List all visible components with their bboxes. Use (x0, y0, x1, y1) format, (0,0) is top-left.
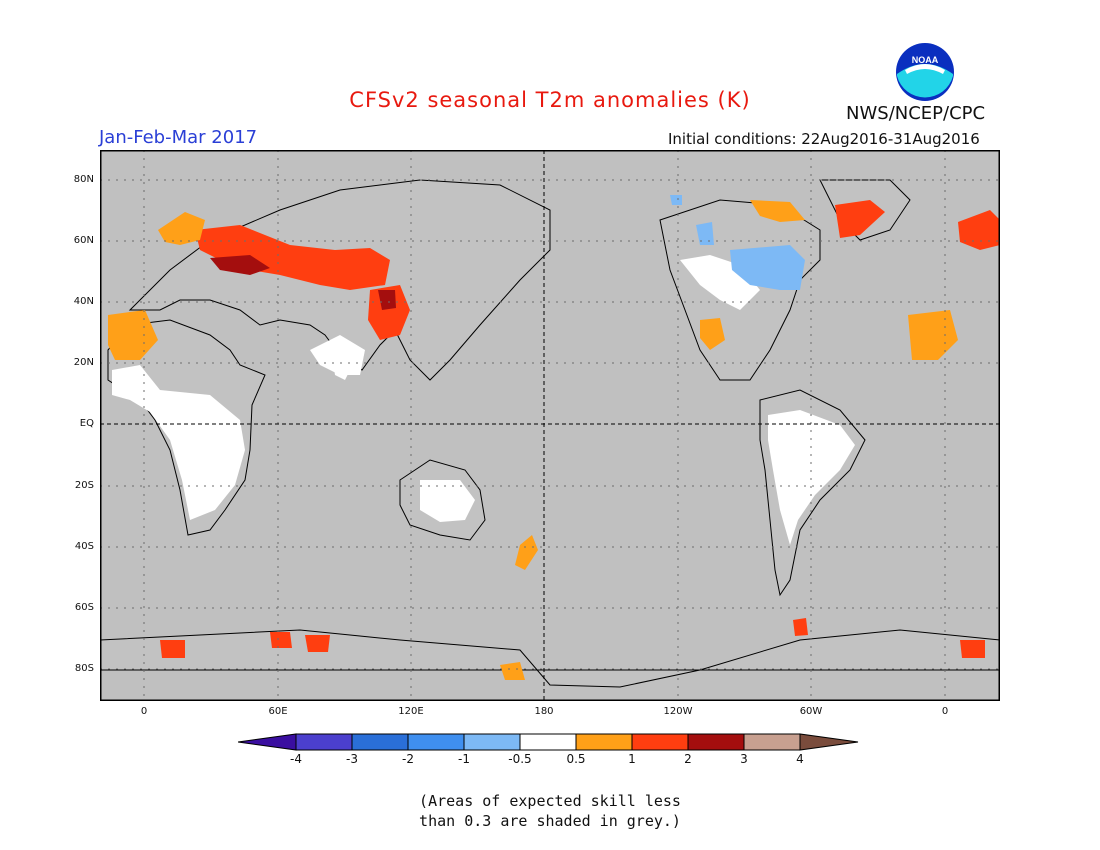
china-strong-warm-anomaly (378, 290, 396, 310)
legend-color-cell (463, 733, 521, 751)
legend-tick-label: -2 (402, 752, 414, 766)
warm-anomaly-regions (108, 200, 1000, 680)
scandinavia-warm-anomaly (158, 212, 205, 245)
arctic-canada-warm-anomaly (750, 200, 805, 222)
west-africa-warm-anomaly (108, 310, 158, 360)
peninsula-warm-anomaly (793, 618, 808, 636)
new-zealand-warm-anomaly (515, 535, 538, 570)
ross-sea-warm-anomaly (500, 662, 525, 680)
legend-color-cell (743, 733, 801, 751)
organization-label: NWS/NCEP/CPC (846, 103, 986, 124)
antarctica-warm-anomaly-3 (305, 635, 330, 652)
lon-label: 180 (534, 706, 554, 717)
legend-color-cell (575, 733, 633, 751)
legend-tick-label: -4 (290, 752, 302, 766)
legend-color-cell (519, 733, 577, 751)
legend-tick-label: 2 (684, 752, 692, 766)
australia-neutral (420, 480, 475, 522)
skill-note-line-1: (Areas of expected skill less (419, 792, 681, 810)
graticule (100, 150, 1000, 701)
legend-tick-label: -1 (458, 752, 470, 766)
mexico-warm-anomaly (700, 318, 725, 350)
legend-tick-label: 1 (628, 752, 636, 766)
antarctica-warm-anomaly-2 (270, 632, 292, 648)
lat-label: 60N (73, 235, 94, 246)
noaa-logo: NOAA (894, 41, 956, 103)
eurasia-strong-warm-anomaly (210, 255, 270, 275)
lat-label: 20S (74, 480, 94, 491)
south-america-neutral (768, 410, 855, 545)
legend-tick-label: -3 (346, 752, 358, 766)
legend-tick-label: 4 (796, 752, 804, 766)
west-africa-east-warm-anomaly (908, 310, 958, 360)
legend-color-cell (295, 733, 353, 751)
lon-label: 0 (941, 706, 949, 717)
legend-tick-label: 0.5 (566, 752, 586, 766)
color-legend (238, 733, 859, 751)
india-neutral (330, 340, 355, 380)
legend-color-cell (407, 733, 465, 751)
eurasia-warm-anomaly (195, 225, 390, 290)
neutral-anomaly-regions (112, 255, 855, 545)
antarctica-warm-anomaly-1 (160, 640, 185, 658)
chart-title: CFSv2 seasonal T2m anomalies (K) (349, 88, 751, 112)
lon-label: 120E (398, 706, 424, 717)
antarctica-warm-anomaly-4 (960, 640, 985, 658)
lat-label: EQ (79, 418, 94, 429)
lon-label: 60E (268, 706, 288, 717)
legend-arrow-high (799, 733, 859, 751)
lat-label: 80S (74, 663, 94, 674)
legend-color-cell (351, 733, 409, 751)
noaa-logo-text: NOAA (912, 55, 939, 65)
lat-label: 60S (74, 602, 94, 613)
canada-cold-anomaly (730, 245, 805, 290)
lat-label: 40S (74, 541, 94, 552)
africa-neutral (112, 365, 245, 520)
map-frame (100, 150, 1000, 701)
lat-label: 40N (73, 296, 94, 307)
anomaly-map (100, 150, 1000, 701)
legend-color-cell (687, 733, 745, 751)
forecast-period: Jan-Feb-Mar 2017 (99, 127, 258, 148)
lon-label: 120W (663, 706, 693, 717)
east-scandinavia-warm-anomaly (958, 210, 1000, 250)
lon-label: 60W (799, 706, 823, 717)
lat-label: 80N (73, 174, 94, 185)
legend-tick-label: -0.5 (508, 752, 532, 766)
greenland-warm-anomaly (835, 200, 885, 238)
lat-label: 20N (73, 357, 94, 368)
cold-anomaly-regions (670, 195, 805, 290)
arctic-cold-anomaly (670, 195, 682, 205)
equator-dateline (100, 150, 1000, 701)
legend-tick-label: 3 (740, 752, 748, 766)
hudson-cold-anomaly (696, 222, 714, 245)
legend-arrow-low (238, 733, 297, 751)
initial-conditions: Initial conditions: 22Aug2016-31Aug2016 (668, 130, 980, 148)
lon-label: 0 (140, 706, 148, 717)
legend-color-cell (631, 733, 689, 751)
china-warm-anomaly (368, 285, 410, 340)
skill-note-line-2: than 0.3 are shaded in grey.) (419, 812, 681, 830)
